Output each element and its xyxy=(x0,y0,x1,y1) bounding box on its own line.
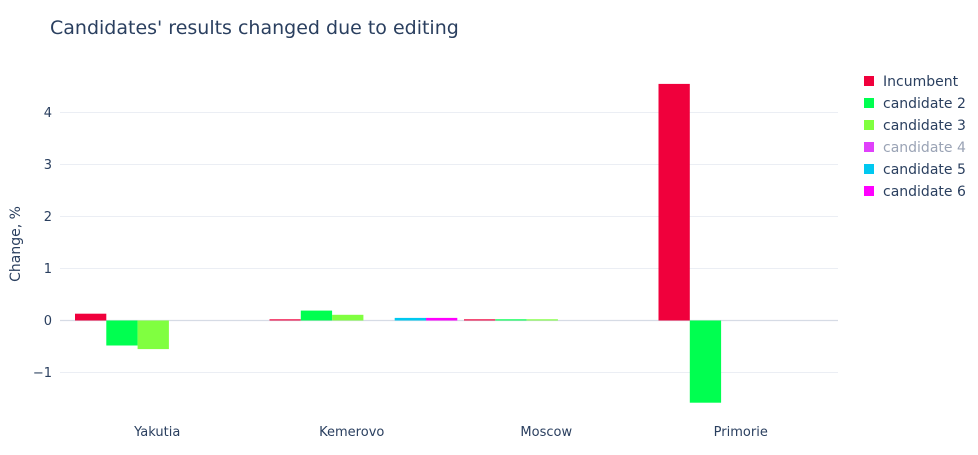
x-axis-ticks: Yakutia Kemerovo Moscow Primorie xyxy=(133,425,768,440)
bars xyxy=(75,83,722,403)
legend-swatch xyxy=(864,186,874,196)
legend-swatch xyxy=(864,142,874,152)
bar-candidate-5-kemerovo[interactable] xyxy=(394,317,426,321)
chart-title: Candidates' results changed due to editi… xyxy=(50,17,459,39)
legend-item[interactable]: candidate 2 xyxy=(864,96,966,112)
legend-swatch xyxy=(864,98,874,108)
bar-candidate-3-moscow[interactable] xyxy=(526,319,558,321)
x-tick-label: Kemerovo xyxy=(319,425,384,440)
x-tick-label: Primorie xyxy=(714,425,768,440)
y-tick-label: 0 xyxy=(44,314,52,329)
y-tick-label: 3 xyxy=(44,158,52,173)
legend[interactable]: Incumbent candidate 2 candidate 3 candidate… xyxy=(864,74,966,200)
bar-incumbent-kemerovo[interactable] xyxy=(269,319,301,321)
y-tick-label: −1 xyxy=(33,366,52,381)
legend-label: candidate 4 xyxy=(883,140,966,156)
x-tick-label: Moscow xyxy=(520,425,572,440)
y-tick-label: 1 xyxy=(44,262,52,277)
legend-swatch xyxy=(864,164,874,174)
legend-item[interactable]: candidate 3 xyxy=(864,118,966,134)
legend-label: candidate 5 xyxy=(883,162,966,178)
y-axis-ticks: 4 3 2 1 0 −1 xyxy=(33,106,52,381)
bar-incumbent-moscow[interactable] xyxy=(464,319,496,321)
bar-candidate-6-kemerovo[interactable] xyxy=(426,317,458,321)
grid-lines xyxy=(60,112,838,373)
bar-candidate-3-yakutia[interactable] xyxy=(137,320,169,350)
x-tick-label: Yakutia xyxy=(133,425,180,440)
legend-swatch xyxy=(864,120,874,130)
legend-swatch xyxy=(864,76,874,86)
legend-item[interactable]: candidate 6 xyxy=(864,184,966,200)
y-axis-title: Change, % xyxy=(8,206,24,282)
bar-incumbent-yakutia[interactable] xyxy=(75,313,107,321)
legend-item[interactable]: candidate 4 xyxy=(864,140,966,156)
legend-label: candidate 3 xyxy=(883,118,966,134)
y-tick-label: 2 xyxy=(44,210,52,225)
legend-label: Incumbent xyxy=(883,74,959,90)
y-tick-label: 4 xyxy=(44,106,52,121)
bar-candidate-2-moscow[interactable] xyxy=(495,319,527,321)
bar-candidate-2-yakutia[interactable] xyxy=(106,320,138,346)
bar-incumbent-primorie[interactable] xyxy=(658,83,690,321)
legend-label: candidate 6 xyxy=(883,184,966,200)
bar-candidate-3-kemerovo[interactable] xyxy=(332,314,364,321)
legend-item[interactable]: candidate 5 xyxy=(864,162,966,178)
legend-label: candidate 2 xyxy=(883,96,966,112)
bar-candidate-2-primorie[interactable] xyxy=(689,320,722,403)
legend-item[interactable]: Incumbent xyxy=(864,74,959,90)
bar-candidate-2-kemerovo[interactable] xyxy=(300,310,333,321)
